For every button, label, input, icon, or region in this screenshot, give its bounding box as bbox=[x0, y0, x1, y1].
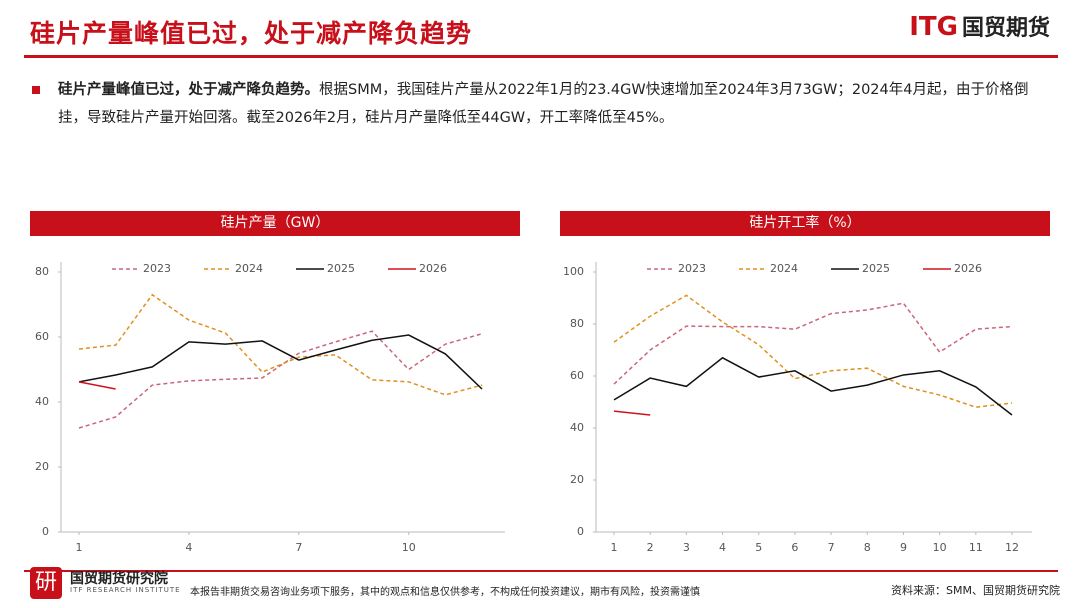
x-tick-label: 4 bbox=[719, 541, 726, 554]
footer-org: 国贸期货研究院 bbox=[70, 571, 168, 587]
footer-rule bbox=[24, 570, 1058, 572]
y-tick-label: 80 bbox=[35, 265, 49, 278]
series-line bbox=[78, 334, 483, 390]
x-tick-label: 10 bbox=[933, 541, 947, 554]
summary: 硅片产量峰值已过，处于减产降负趋势。根据SMM，我国硅片产量从2022年1月的2… bbox=[58, 76, 1048, 132]
source: 资料来源：SMM、国贸期货研究院 bbox=[891, 584, 1060, 597]
x-tick-label: 12 bbox=[1005, 541, 1019, 554]
legend-label: 2025 bbox=[327, 262, 355, 275]
chart-title: 硅片产量（GW） bbox=[30, 211, 520, 236]
series-line bbox=[613, 302, 1013, 385]
y-tick-label: 40 bbox=[570, 421, 584, 434]
series-line bbox=[613, 410, 651, 416]
x-tick-label: 5 bbox=[755, 541, 762, 554]
legend-label: 2024 bbox=[770, 262, 798, 275]
x-tick-label: 3 bbox=[683, 541, 690, 554]
y-tick-label: 0 bbox=[577, 525, 584, 538]
y-tick-label: 40 bbox=[35, 395, 49, 408]
slide-title: 硅片产量峰值已过，处于减产降负趋势 bbox=[30, 19, 473, 48]
x-tick-label: 1 bbox=[611, 541, 618, 554]
series-line bbox=[78, 381, 116, 390]
x-tick-label: 1 bbox=[76, 541, 83, 554]
footer-org-en: ITF RESEARCH INSTITUTE bbox=[70, 586, 181, 594]
series-line bbox=[613, 356, 1013, 416]
chart: 0 20 40 60 80 1 4 7 10 2023 2024 2025 2026 bbox=[35, 262, 505, 554]
y-tick-label: 0 bbox=[42, 525, 49, 538]
bullet bbox=[32, 86, 40, 94]
logo: ITG 国贸期货 bbox=[909, 10, 1050, 42]
legend-label: 2024 bbox=[235, 262, 263, 275]
legend-label: 2026 bbox=[419, 262, 447, 275]
disclaimer: 本报告非期货交易咨询业务项下服务，其中的观点和信息仅供参考，不构成任何投资建议，… bbox=[190, 587, 700, 598]
series-line bbox=[78, 293, 483, 396]
y-tick-label: 20 bbox=[570, 473, 584, 486]
series-line bbox=[78, 330, 483, 429]
y-tick-label: 20 bbox=[35, 460, 49, 473]
logo-text: 国贸期货 bbox=[961, 16, 1050, 41]
footer-logo: 研 bbox=[30, 567, 62, 599]
x-tick-label: 6 bbox=[791, 541, 798, 554]
legend-label: 2026 bbox=[954, 262, 982, 275]
x-tick-label: 4 bbox=[185, 541, 192, 554]
series-line bbox=[613, 294, 1013, 408]
x-tick-label: 11 bbox=[969, 541, 983, 554]
y-tick-label: 60 bbox=[35, 330, 49, 343]
x-tick-label: 7 bbox=[295, 541, 302, 554]
header-rule bbox=[24, 55, 1058, 58]
y-tick-label: 60 bbox=[570, 369, 584, 382]
legend-label: 2023 bbox=[143, 262, 171, 275]
y-tick-label: 100 bbox=[563, 265, 584, 278]
legend-label: 2025 bbox=[862, 262, 890, 275]
x-tick-label: 10 bbox=[402, 541, 416, 554]
x-tick-label: 9 bbox=[900, 541, 907, 554]
y-tick-label: 80 bbox=[570, 317, 584, 330]
legend-label: 2023 bbox=[678, 262, 706, 275]
chart-title: 硅片开工率（%） bbox=[560, 211, 1050, 236]
x-tick-label: 2 bbox=[647, 541, 654, 554]
logo-mark: ITG bbox=[909, 12, 958, 42]
x-tick-label: 7 bbox=[828, 541, 835, 554]
x-tick-label: 8 bbox=[864, 541, 871, 554]
summary-lead: 硅片产量峰值已过，处于减产降负趋势。 bbox=[58, 82, 319, 98]
summary-body: 根据SMM，我国硅片产量从2022年1月的23.4GW快速增加至2024年3月7… bbox=[58, 82, 1029, 126]
